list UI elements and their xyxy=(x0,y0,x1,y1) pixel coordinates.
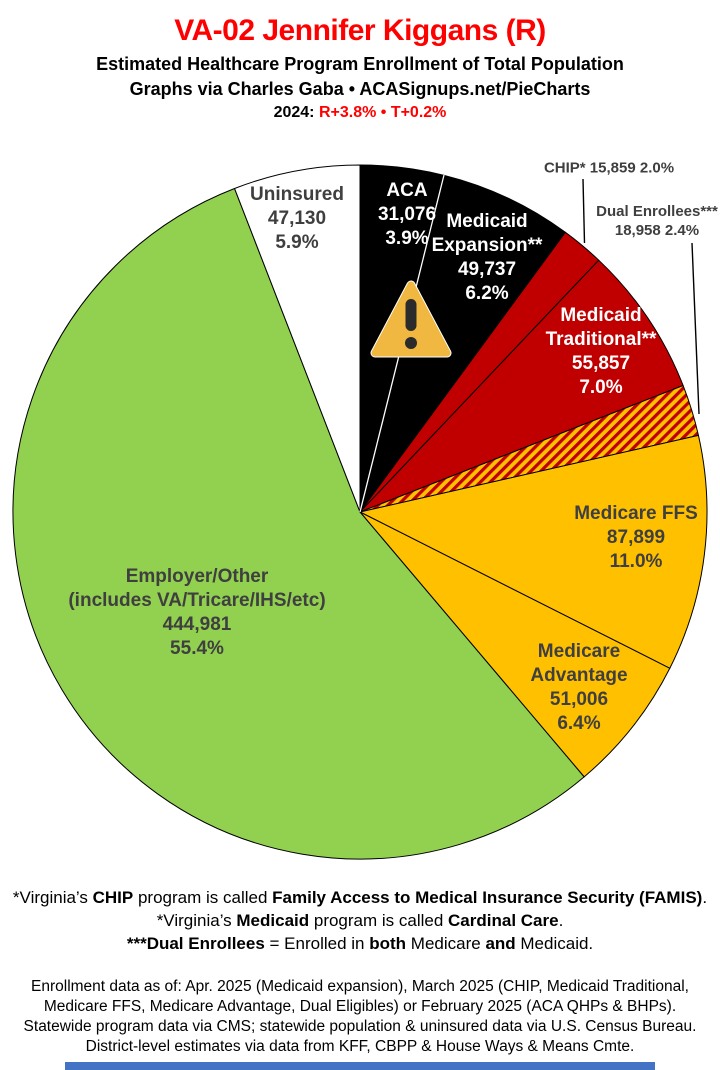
source-notes: Enrollment data as of: Apr. 2025 (Medica… xyxy=(0,977,720,1057)
callout-label-chip: CHIP* 15,859 2.0% xyxy=(543,159,675,177)
dual-enrollees-leader-line xyxy=(691,242,700,415)
pie-slice-medicare xyxy=(359,511,671,778)
source-line: Medicare FFS, Medicare Advantage, Dual E… xyxy=(43,998,677,1015)
pie-slices xyxy=(12,164,708,860)
pie-slice-medicare-ffs xyxy=(359,434,708,669)
footnote-line: *Virginia’s CHIP program is called Famil… xyxy=(12,888,708,907)
pie-slice-employer-other xyxy=(12,187,585,860)
footer-accent-bar xyxy=(65,1062,655,1070)
chip-leader-line xyxy=(582,178,586,244)
slice-label-medicare-ffs: Medicare FFS 87,899 11.0% xyxy=(574,503,698,572)
attribution-line: Graphs via Charles Gaba • ACASignups.net… xyxy=(129,79,591,99)
warning-icon xyxy=(370,280,452,358)
slice-label-employer-other: Employer/Other (includes VA/Tricare/IHS/… xyxy=(68,566,326,659)
slice-label-medicare-advantage: Medicare Advantage 51,006 6.4% xyxy=(530,641,628,734)
source-line: District-level estimates via data from K… xyxy=(85,1038,635,1055)
partisan-lean-value: R+3.8% • T+0.2% xyxy=(318,104,447,121)
slice-label-uninsured: Uninsured 47,130 5.9% xyxy=(250,184,344,253)
year-label: 2024: xyxy=(273,104,315,121)
slice-label-medicaid-traditional: Medicaid Traditional** 55,857 7.0% xyxy=(545,305,657,398)
source-line: Statewide program data via CMS; statewid… xyxy=(23,1018,697,1035)
page-title: VA-02 Jennifer Kiggans (R) xyxy=(174,14,546,47)
pie-slice-medicaid xyxy=(359,174,566,513)
pie-slice-medicaid xyxy=(359,259,684,513)
footnotes: *Virginia’s CHIP program is called Famil… xyxy=(0,886,720,955)
chart-subtitle: Estimated Healthcare Program Enrollment … xyxy=(96,54,624,74)
callout-label-dual-enrollees: Dual Enrollees*** 18,958 2.4% xyxy=(596,203,718,239)
district-lean-line: 2024: R+3.8% • T+0.2% xyxy=(0,104,720,122)
slice-label-aca: ACA 31,076 3.9% xyxy=(377,180,437,249)
footnote-line: *Virginia’s Medicaid program is called C… xyxy=(156,911,564,930)
slice-label-medicaid-expansion: Medicaid Expansion** 49,737 6.2% xyxy=(431,211,543,304)
source-line: Enrollment data as of: Apr. 2025 (Medica… xyxy=(31,978,689,995)
footnote-line: ***Dual Enrollees = Enrolled in both Med… xyxy=(126,934,594,953)
pie-slice-uninsured xyxy=(234,164,361,513)
